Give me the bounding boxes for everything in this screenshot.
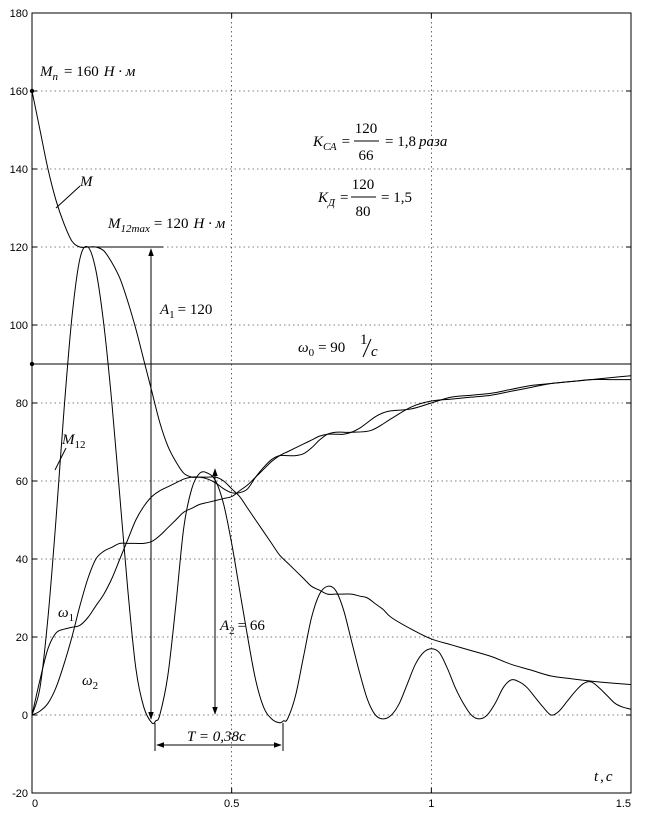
series-line-0 xyxy=(31,90,632,686)
curves xyxy=(31,90,632,725)
series-line-3 xyxy=(31,375,632,716)
dimension-markers xyxy=(54,185,284,751)
a2-annotation: A2 = 66 xyxy=(219,618,265,637)
y-tick-label: 140 xyxy=(10,164,28,176)
svg-text:= 1,5: = 1,5 xyxy=(381,190,412,206)
x-tick-label: 0 xyxy=(32,798,38,810)
y-tick-label: 20 xyxy=(16,632,28,644)
omega0-annotation: ω0 = 90 1 c xyxy=(298,332,378,360)
omega2-curve-label: ω2 xyxy=(82,673,98,692)
svg-text:1: 1 xyxy=(360,332,368,348)
m-leader xyxy=(55,185,81,209)
svg-text:66: 66 xyxy=(359,148,375,164)
y-tick-label: 100 xyxy=(10,320,28,332)
mp-annotation: Mп = 160 Н · м xyxy=(39,64,136,83)
x-axis-label: t,c xyxy=(594,769,613,785)
a1-annotation: A1 = 120 xyxy=(159,302,212,321)
svg-text:80: 80 xyxy=(356,204,371,220)
y-tick-label: 180 xyxy=(10,8,28,20)
series-line-2 xyxy=(31,378,631,716)
svg-text:120: 120 xyxy=(352,177,375,193)
plot-frame xyxy=(31,12,632,794)
m12-leader xyxy=(54,447,67,471)
m12-curve-label: M12 xyxy=(61,432,86,451)
omega1-curve-label: ω1 xyxy=(58,605,74,624)
svg-text:KСА=: KСА = xyxy=(312,134,350,153)
y-tick-label: 40 xyxy=(16,554,28,566)
m12max-annotation: M12max = 120 Н · м xyxy=(107,216,226,235)
y-tick-label: 0 xyxy=(22,710,28,722)
x-tick-label: 1.5 xyxy=(616,798,631,810)
x-tick-label: 1 xyxy=(428,798,434,810)
y-tick-label: 60 xyxy=(16,476,28,488)
kd-annotation: KД = 120 80 = 1,5 xyxy=(317,177,412,220)
x-tick-label: 0.5 xyxy=(224,798,239,810)
y-tick-label: 120 xyxy=(10,242,28,254)
svg-text:c: c xyxy=(371,344,378,360)
y-tick-label: 80 xyxy=(16,398,28,410)
svg-text:KД=: KД = xyxy=(317,190,348,209)
omega0-start-dot xyxy=(29,361,35,367)
mp-start-dot xyxy=(29,88,35,94)
y-tick-label: -20 xyxy=(12,788,28,800)
period-annotation: T = 0,38c xyxy=(187,729,246,745)
series-line-1 xyxy=(31,245,632,725)
svg-text:120: 120 xyxy=(355,121,378,137)
ksa-annotation: KСА = 120 66 = 1,8 раза xyxy=(312,121,447,164)
y-tick-label: 160 xyxy=(10,86,28,98)
svg-text:ω0= 90: ω0 = 90 xyxy=(298,340,345,359)
m-curve-label: M xyxy=(79,174,94,190)
grid-lines xyxy=(32,13,631,793)
